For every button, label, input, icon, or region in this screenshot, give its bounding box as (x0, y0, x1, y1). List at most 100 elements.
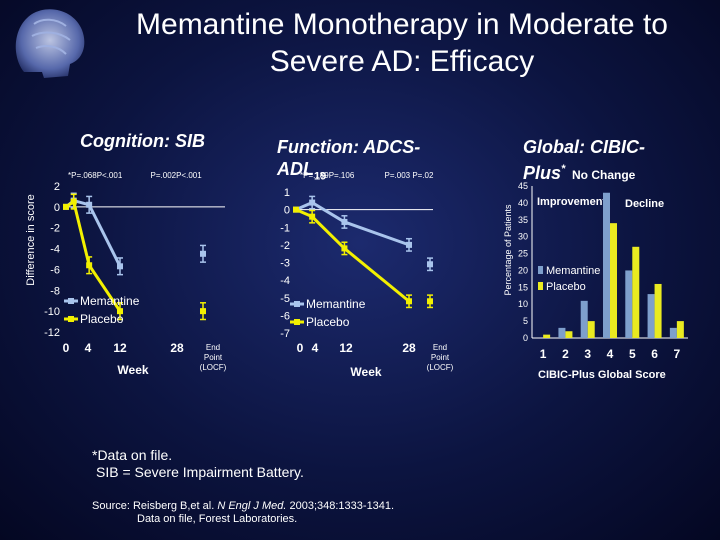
adl-endpoint-label-2: Point (431, 353, 450, 362)
cibic-x-tick-label: 3 (584, 347, 591, 361)
adl-y-tick-label: -5 (280, 293, 290, 305)
cibic-x-tick-label: 2 (562, 347, 569, 361)
cibic-title-line-2: Plus (523, 163, 562, 183)
cibic-y-tick-label: 45 (518, 181, 528, 191)
sib-endpoint-label-3: (LOCF) (200, 363, 227, 372)
cibic-bar-memantine (603, 192, 610, 338)
adl-title-line-1: Function: ADCS- (277, 137, 421, 157)
cibic-y-tick-label: 5 (523, 316, 528, 326)
adl-x-tick-label: 0 (297, 341, 304, 355)
cibic-legend-label: Memantine (546, 265, 600, 277)
brain-logo (15, 9, 85, 78)
cibic-bar-memantine (647, 294, 655, 338)
adl-title-subscript: 19 (314, 170, 327, 183)
cibic-y-tick-label: 10 (518, 299, 528, 309)
adl-y-tick-label: -7 (280, 328, 290, 340)
adl-p-3: P=.003 (384, 171, 411, 180)
sib-y-tick-label: -4 (50, 244, 60, 256)
adl-data-point (341, 218, 348, 225)
improvement-label: Improvement (537, 196, 607, 208)
sib-data-point (86, 262, 93, 269)
adl-endpoint-label-3: (LOCF) (427, 363, 454, 372)
cibic-y-tick-label: 15 (518, 282, 528, 292)
footnote-line-2: SIB = Severe Impairment Battery. (96, 464, 304, 480)
sib-y-tick-label: -12 (44, 327, 60, 339)
sib-y-tick-label: 0 (54, 202, 60, 214)
sib-data-point (63, 203, 69, 210)
sib-p-4: P<.001 (176, 171, 202, 180)
sib-data-point (86, 201, 93, 208)
adl-legend-marker (294, 301, 300, 307)
sib-series-placebo-line (65, 199, 122, 312)
footnote: *Data on file. SIB = Severe Impairment B… (92, 447, 304, 481)
cibic-y-tick-label: 20 (518, 265, 528, 275)
sib-y-tick-label: -10 (44, 306, 60, 318)
sib-legend-marker (68, 298, 74, 304)
adl-series-placebo-line (295, 208, 410, 303)
sib-x-axis-label: Week (117, 363, 148, 377)
cibic-legend-swatch (538, 282, 543, 290)
sib-p-1: *P=.068 (68, 171, 97, 180)
cibic-legend-label: Placebo (546, 281, 586, 293)
adl-y-tick-label: 1 (284, 187, 290, 199)
cibic-bar-memantine (558, 327, 566, 338)
sib-x-tick-label: 12 (113, 341, 127, 355)
adl-x-tick-label: 12 (339, 341, 353, 355)
adl-chart-title: Function: ADCS- ADL19 (277, 136, 420, 188)
cibic-x-tick-label: 5 (629, 347, 636, 361)
adl-p-values: *P=.189P=.106 P=.003 P=.02 (300, 171, 433, 180)
adl-series-memantine-line (295, 200, 410, 247)
cibic-bar-memantine (669, 327, 677, 338)
decline-label: Decline (625, 198, 665, 210)
sib-y-tick-label: -8 (50, 285, 60, 297)
cibic-chart-title: Global: CIBIC- Plus* (523, 136, 645, 184)
cibic-bar-placebo (632, 246, 640, 338)
adl-y-tick-label: -6 (280, 310, 290, 322)
adl-data-point (406, 241, 412, 248)
adl-x-axis-label: Week (350, 365, 381, 379)
adl-y-tick-label: -2 (280, 240, 290, 252)
source-journal: N Engl J Med. (217, 500, 287, 512)
cibic-y-tick-label: 30 (518, 232, 528, 242)
no-change-label: No Change (572, 168, 636, 182)
sib-legend-marker (68, 316, 74, 322)
sib-endpoint-point (200, 250, 206, 257)
title-line-2: Severe AD: Efficacy (269, 45, 535, 78)
adl-legend-marker (294, 319, 300, 325)
sib-y-tick-label: -6 (50, 264, 60, 276)
cibic-bar-placebo (587, 321, 595, 338)
cibic-x-tick-label: 4 (607, 347, 614, 361)
sib-data-point (117, 263, 123, 270)
adl-endpoint-point (427, 298, 433, 305)
sib-endpoint-label-2: Point (204, 353, 223, 362)
adl-endpoint-point (427, 261, 433, 268)
sib-y-tick-label: 2 (54, 181, 60, 193)
cibic-y-axis-label: Percentage of Patients (503, 204, 513, 296)
cibic-y-tick-label: 0 (523, 333, 528, 343)
sib-legend-label: Memantine (80, 294, 140, 308)
cibic-x-axis-label: CIBIC-Plus Global Score (538, 369, 666, 381)
cibic-bar-placebo (676, 321, 684, 338)
sib-chart-title: Cognition: SIB (80, 131, 205, 151)
cibic-title-line-1: Global: CIBIC- (523, 137, 645, 157)
cibic-bar-memantine (625, 270, 633, 338)
title-line-1: Memantine Monotherapy in Moderate to (136, 8, 668, 41)
cibic-bar-memantine (580, 300, 588, 338)
cibic-y-tick-label: 35 (518, 215, 528, 225)
sib-x-tick-label: 4 (85, 341, 92, 355)
adl-legend-label: Placebo (306, 315, 350, 329)
sib-endpoint-point (200, 308, 206, 315)
adl-endpoint-label-1: End (433, 343, 447, 352)
cibic-bar-placebo (654, 283, 662, 338)
adl-y-tick-label: -1 (280, 222, 290, 234)
cibic-legend-swatch (538, 266, 543, 274)
sib-data-point (117, 308, 123, 315)
cibic-x-tick-label: 6 (651, 347, 658, 361)
adl-legend-label: Memantine (306, 297, 366, 311)
cibic-bar-placebo (565, 331, 573, 338)
adl-data-point (341, 245, 348, 252)
sib-y-axis-label: Difference in score (25, 194, 37, 286)
adl-data-point (406, 298, 412, 305)
sib-legend-label: Placebo (80, 312, 124, 326)
adl-p-2: P=.106 (328, 171, 355, 180)
